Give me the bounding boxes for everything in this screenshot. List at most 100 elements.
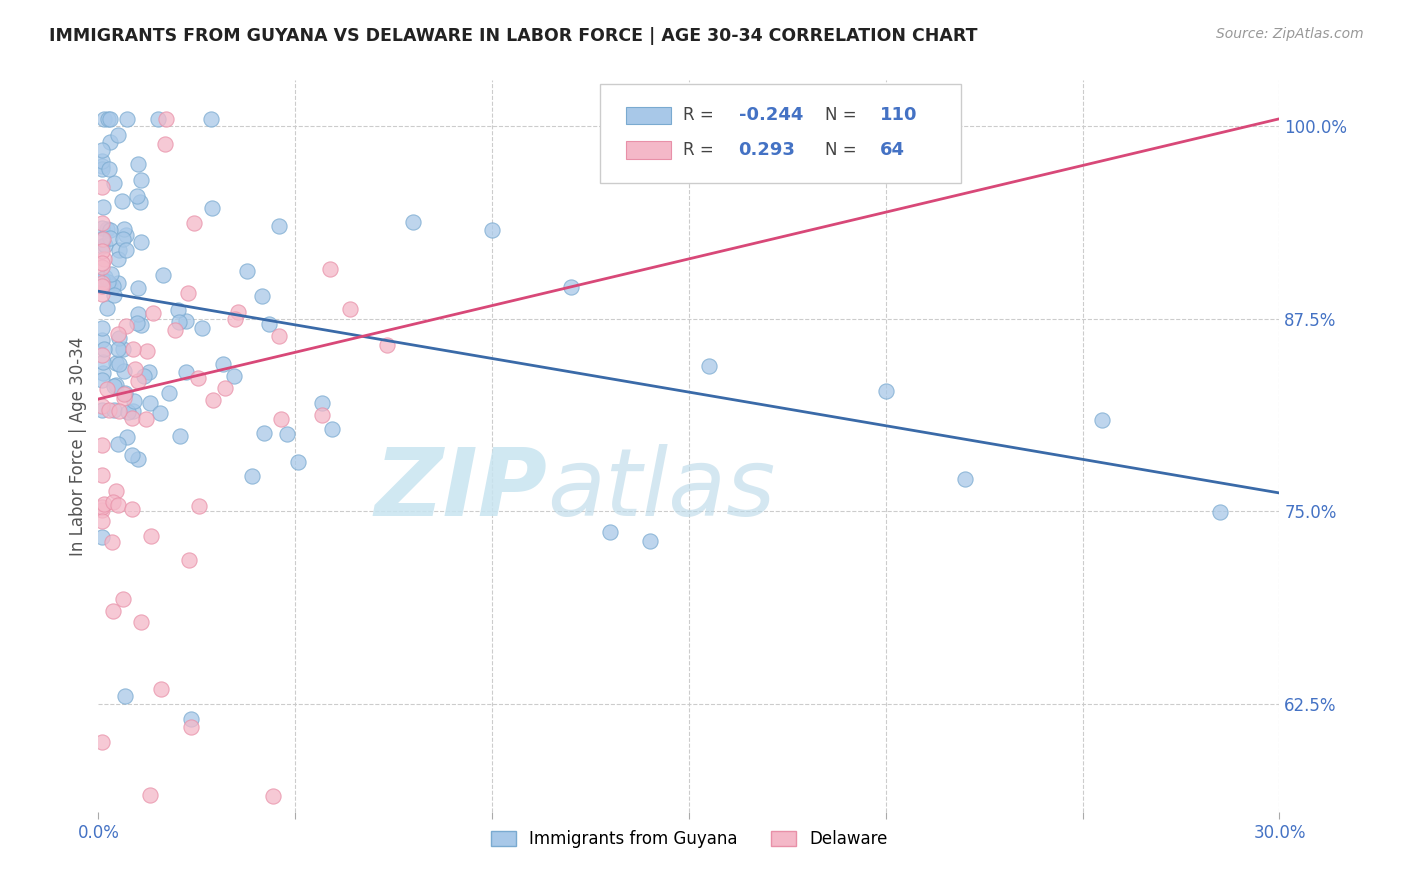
Point [107, 252, 129, 266]
Point [112, 591, 135, 606]
Point [638, 533, 661, 548]
Point [560, 279, 582, 293]
Point [103, 402, 125, 417]
Point [115, 430, 138, 444]
Point [91, 366, 114, 380]
Text: N =: N = [825, 141, 862, 159]
Point [91, 221, 114, 235]
Text: Source: ZipAtlas.com: Source: ZipAtlas.com [1216, 27, 1364, 41]
Point [98, 161, 121, 176]
Point [103, 378, 125, 392]
Point [91, 239, 114, 253]
FancyBboxPatch shape [626, 141, 671, 159]
Point [339, 301, 361, 316]
Point [91, 180, 114, 194]
Point [97, 112, 120, 126]
Point [153, 136, 176, 151]
Point [267, 219, 290, 233]
Point [136, 344, 159, 359]
Point [112, 232, 135, 246]
Point [276, 427, 298, 442]
Text: 64: 64 [880, 141, 905, 159]
Point [131, 615, 153, 629]
Legend: Immigrants from Guyana, Delaware: Immigrants from Guyana, Delaware [484, 823, 894, 855]
Point [183, 216, 205, 230]
Point [107, 327, 129, 342]
Point [91, 200, 114, 214]
Text: N =: N = [825, 106, 862, 124]
Point [91, 514, 114, 528]
Point [96, 222, 118, 236]
Text: 110: 110 [880, 106, 918, 124]
Point [101, 604, 124, 618]
Point [108, 331, 131, 345]
Point [311, 409, 333, 423]
Point [139, 396, 162, 410]
Point [91, 333, 114, 347]
Point [91, 216, 114, 230]
Point [262, 789, 284, 804]
Point [117, 405, 139, 419]
Point [100, 267, 122, 281]
Point [103, 288, 125, 302]
Point [115, 227, 138, 242]
Point [91, 402, 114, 417]
Point [98, 223, 121, 237]
Point [166, 303, 188, 318]
Point [212, 357, 235, 371]
Text: R =: R = [683, 106, 718, 124]
Point [124, 393, 146, 408]
Point [98, 277, 121, 291]
FancyBboxPatch shape [626, 107, 671, 124]
Point [98, 231, 121, 245]
Point [402, 215, 425, 229]
Text: 0.293: 0.293 [738, 141, 796, 159]
Point [91, 274, 114, 288]
Point [240, 469, 263, 483]
Point [174, 313, 197, 327]
Point [91, 400, 114, 414]
Point [321, 422, 343, 436]
Point [105, 378, 128, 392]
Point [169, 429, 191, 443]
Point [93, 112, 115, 126]
Point [127, 157, 149, 171]
Point [180, 720, 202, 734]
Point [127, 280, 149, 294]
Point [257, 317, 280, 331]
Point [96, 301, 118, 315]
Point [107, 128, 129, 142]
Point [93, 252, 115, 267]
Point [93, 232, 115, 246]
Point [91, 255, 114, 269]
Point [127, 374, 149, 388]
Text: IMMIGRANTS FROM GUYANA VS DELAWARE IN LABOR FORCE | AGE 30-34 CORRELATION CHART: IMMIGRANTS FROM GUYANA VS DELAWARE IN LA… [49, 27, 977, 45]
Point [91, 321, 114, 335]
Point [157, 386, 180, 401]
Point [697, 359, 720, 373]
Point [187, 371, 209, 385]
Text: R =: R = [683, 141, 724, 159]
FancyBboxPatch shape [600, 84, 960, 183]
Point [112, 391, 135, 405]
Point [253, 426, 276, 441]
Point [139, 788, 162, 802]
Point [91, 503, 114, 517]
Point [191, 321, 214, 335]
Point [132, 369, 155, 384]
Point [91, 468, 114, 483]
Point [214, 381, 236, 395]
Point [121, 410, 143, 425]
Point [115, 112, 138, 126]
Point [91, 279, 114, 293]
Point [96, 382, 118, 396]
Point [121, 502, 143, 516]
Point [101, 494, 124, 508]
Point [91, 373, 114, 387]
Point [94, 270, 117, 285]
Point [141, 529, 163, 543]
Point [93, 342, 115, 356]
Point [125, 189, 148, 203]
Point [91, 260, 114, 275]
Point [98, 135, 121, 149]
